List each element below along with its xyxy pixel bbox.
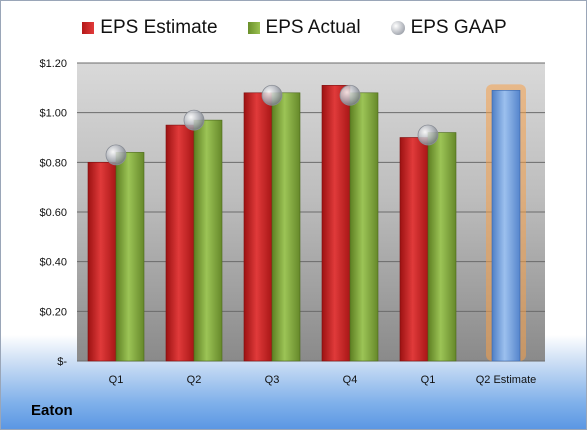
legend-label-gaap: EPS GAAP — [410, 17, 507, 38]
legend-swatch-gaap — [390, 21, 405, 35]
legend-label-actual: EPS Actual — [265, 17, 361, 38]
x-tick-label: Q1 — [421, 374, 436, 386]
x-tick-label: Q4 — [343, 374, 358, 386]
y-tick-label: $1.20 — [39, 58, 67, 70]
x-tick-label: Q2 — [187, 374, 202, 386]
x-tick-label: Q2 Estimate — [476, 374, 537, 386]
y-tick-label: $0.80 — [39, 157, 67, 169]
bar-eps-actual — [271, 92, 301, 362]
bar-eps-actual — [115, 152, 145, 362]
legend-item-actual: EPS Actual — [247, 17, 361, 39]
company-name: Eaton — [31, 402, 73, 419]
legend-swatch-actual — [247, 22, 260, 34]
legend-swatch-estimate — [82, 22, 95, 34]
bar-eps-estimate — [165, 124, 195, 362]
legend-item-gaap: EPS GAAP — [390, 17, 507, 39]
legend-label-estimate: EPS Estimate — [100, 17, 218, 38]
bar-eps-estimate — [321, 85, 351, 362]
x-tick-label: Q1 — [109, 374, 124, 386]
bar-eps-estimate — [399, 137, 429, 362]
marker-eps-gaap — [183, 109, 205, 131]
y-tick-label: $0.40 — [39, 257, 67, 269]
y-tick-label: $0.60 — [39, 207, 67, 219]
y-tick-label: $1.00 — [39, 108, 67, 120]
legend: EPS Estimate EPS Actual EPS GAAP — [1, 17, 586, 39]
bar-eps-estimate — [87, 162, 117, 362]
bar-eps-actual — [427, 132, 457, 362]
bar-eps-estimate — [243, 92, 273, 362]
marker-eps-gaap — [417, 124, 439, 146]
bar-q2-estimate — [491, 90, 521, 362]
x-tick-label: Q3 — [265, 374, 280, 386]
marker-eps-gaap — [339, 84, 361, 106]
bar-eps-actual — [349, 92, 379, 362]
y-tick-label: $0.20 — [39, 306, 67, 318]
marker-eps-gaap — [105, 144, 127, 166]
y-tick-label: $- — [57, 356, 67, 368]
bar-eps-actual — [193, 119, 223, 362]
marker-eps-gaap — [261, 84, 283, 106]
legend-item-estimate: EPS Estimate — [82, 17, 218, 39]
